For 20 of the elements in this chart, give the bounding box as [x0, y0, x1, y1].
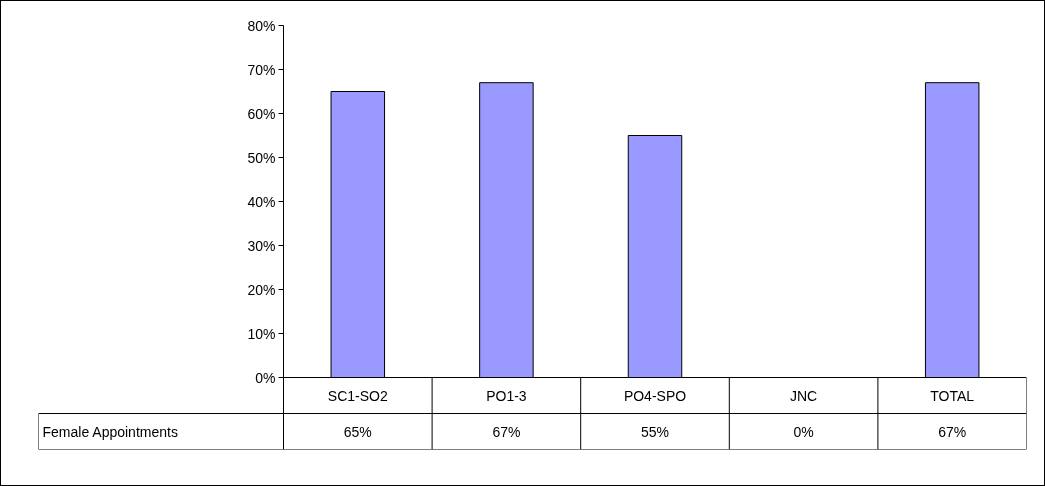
x-tick-label: PO1-3 — [486, 387, 527, 404]
y-tick-label: 30% — [247, 237, 276, 254]
x-tick-label: PO4-SPO — [623, 387, 687, 404]
y-tick-label: 10% — [247, 325, 276, 342]
data-label: 0% — [793, 423, 814, 440]
y-tick-label: 80% — [247, 17, 276, 34]
data-label: 65% — [343, 423, 372, 440]
y-tick-label: 20% — [247, 281, 276, 298]
y-tick-label: 60% — [247, 105, 276, 122]
y-tick-label: 70% — [247, 61, 276, 78]
data-label: 67% — [492, 423, 521, 440]
data-label: 55% — [640, 423, 670, 440]
data-label: 67% — [938, 423, 967, 440]
y-tick-label: 50% — [247, 149, 276, 166]
y-tick-label: 0% — [255, 369, 276, 386]
x-tick-label: TOTAL — [930, 387, 975, 404]
text: Female Appointments — [42, 423, 178, 440]
x-tick-label: SC1-SO2 — [327, 387, 388, 404]
y-tick-label: 40% — [247, 193, 276, 210]
x-tick-label: JNC — [789, 387, 818, 404]
